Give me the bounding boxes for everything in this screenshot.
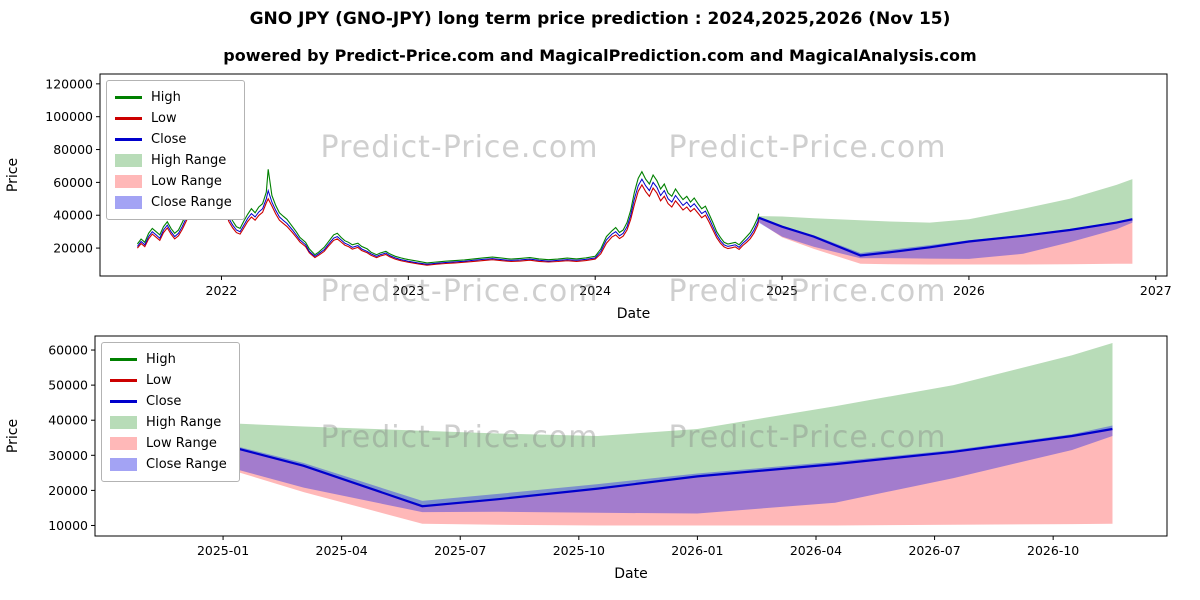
price-forecast-chart: 2025-01 2025-04 2025-07 2025-10 2026-01 2026-…: [5, 335, 1168, 582]
forecast-close-line: [163, 424, 1113, 508]
y-tick-label: 100000: [45, 109, 93, 124]
x-tick-label: 2025-07: [434, 543, 486, 558]
legend-entry: High Range: [110, 412, 227, 433]
legend-swatch-close_range: [110, 458, 137, 471]
x-tick-label: 2023: [392, 283, 424, 298]
legend-label: Low Range: [146, 436, 217, 451]
x-tick-label: 2022: [206, 283, 238, 298]
legend-label: High Range: [146, 415, 222, 430]
legend-swatch-low: [110, 379, 137, 382]
legend-swatch-high: [115, 96, 142, 99]
close-range-band: [758, 216, 1133, 259]
x-tick-label: 2025: [766, 283, 798, 298]
high-range-band: [758, 179, 1133, 256]
high-range-band: [163, 343, 1113, 507]
page-subtitle: powered by Predict-Price.com and Magical…: [223, 46, 977, 65]
legend-entry: High: [115, 87, 232, 108]
legend-label: Close Range: [151, 195, 232, 210]
y-tick-label: 20000: [53, 241, 93, 256]
y-tick-label: 80000: [53, 142, 93, 157]
x-tick-label: 2026-04: [790, 543, 842, 558]
x-tick-label: 2026-01: [671, 543, 723, 558]
legend-entry: Low: [115, 108, 232, 129]
legend-entry: Close Range: [110, 454, 227, 475]
legend-swatch-close_range: [115, 196, 142, 209]
y-tick-label: 50000: [48, 378, 88, 393]
legend-entry: Close: [110, 391, 227, 412]
legend-forecast-chart: High Low Close High Range Low Range Close Ran…: [101, 342, 240, 482]
y-tick-label: 40000: [53, 208, 93, 223]
x-tick-label: 2027: [1140, 283, 1172, 298]
legend-entry: Close Range: [115, 192, 232, 213]
legend-entry: Close: [115, 129, 232, 150]
legend-swatch-low_range: [110, 437, 137, 450]
legend-entry: Low Range: [110, 433, 227, 454]
y-axis-label: Price: [5, 158, 21, 192]
forecast-close-line: [758, 216, 1133, 257]
legend-label: Close: [146, 394, 182, 409]
x-tick-label: 2025-04: [316, 543, 368, 558]
page-title: GNO JPY (GNO-JPY) long term price predic…: [249, 9, 951, 29]
legend-label: Low: [151, 111, 177, 126]
x-tick-label: 2025-01: [197, 543, 249, 558]
legend-swatch-low: [115, 117, 142, 120]
plot-border: [99, 73, 1168, 277]
legend-swatch-close: [115, 138, 142, 141]
legend-history-chart: High Low Close High Range Low Range Close Ran…: [106, 80, 245, 220]
legend-entry: High: [110, 349, 227, 370]
legend-entry: Low: [110, 370, 227, 391]
x-tick-label: 2026-07: [908, 543, 960, 558]
legend-swatch-close: [110, 400, 137, 403]
legend-label: High: [151, 90, 181, 105]
x-axis-label: Date: [617, 306, 650, 322]
legend-swatch-low_range: [115, 175, 142, 188]
legend-entry: Low Range: [115, 171, 232, 192]
legend-swatch-high: [110, 358, 137, 361]
y-tick-label: 20000: [48, 483, 88, 498]
y-tick-label: 60000: [48, 343, 88, 358]
legend-label: Close Range: [146, 457, 227, 472]
x-tick-label: 2026: [953, 283, 985, 298]
y-axis-label: Price: [5, 419, 21, 453]
y-tick-label: 60000: [53, 175, 93, 190]
legend-swatch-high_range: [110, 416, 137, 429]
legend-label: Low: [146, 373, 172, 388]
close-range-band: [163, 423, 1113, 514]
x-tick-label: 2025-10: [553, 543, 605, 558]
y-tick-label: 40000: [48, 413, 88, 428]
x-tick-label: 2024: [579, 283, 611, 298]
legend-label: High Range: [151, 153, 227, 168]
x-tick-label: 2026-10: [1027, 543, 1079, 558]
legend-entry: High Range: [115, 150, 232, 171]
y-tick-label: 10000: [48, 518, 88, 533]
legend-label: High: [146, 352, 176, 367]
legend-swatch-high_range: [115, 154, 142, 167]
legend-label: Low Range: [151, 174, 222, 189]
x-axis-label: Date: [614, 566, 647, 582]
y-tick-label: 30000: [48, 448, 88, 463]
plot-border: [94, 335, 1168, 537]
y-tick-label: 120000: [45, 76, 93, 91]
legend-label: Close: [151, 132, 187, 147]
low-range-band: [163, 425, 1113, 526]
